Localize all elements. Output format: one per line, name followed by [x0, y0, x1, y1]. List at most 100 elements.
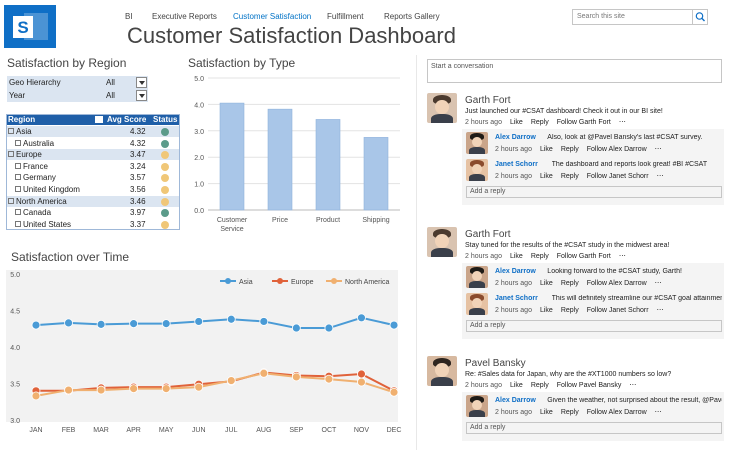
data-point[interactable]: [357, 313, 366, 323]
data-point[interactable]: [226, 314, 236, 324]
avatar[interactable]: [466, 293, 488, 315]
region-label[interactable]: United States: [15, 220, 71, 229]
add-reply-input[interactable]: Add a reply: [466, 320, 722, 332]
data-point[interactable]: [357, 369, 366, 379]
region-label[interactable]: Europe: [8, 150, 42, 159]
post-author[interactable]: Garth Fort: [465, 95, 511, 106]
expand-icon[interactable]: [15, 186, 21, 192]
follow-link[interactable]: Follow Garth Fort: [556, 253, 611, 260]
reply-link[interactable]: Reply: [530, 119, 549, 126]
data-point[interactable]: [259, 317, 269, 326]
region-label[interactable]: North America: [8, 197, 67, 206]
data-point[interactable]: [389, 320, 399, 330]
nav-item-reports-gallery[interactable]: Reports Gallery: [384, 12, 440, 21]
reply-link[interactable]: Reply: [560, 307, 579, 314]
reply-link[interactable]: Reply: [560, 146, 579, 153]
region-label[interactable]: Asia: [8, 127, 32, 136]
avatar[interactable]: [466, 266, 488, 288]
reply-link[interactable]: Reply: [530, 253, 549, 260]
data-point[interactable]: [194, 317, 204, 326]
data-point[interactable]: [259, 368, 269, 378]
avatar[interactable]: [427, 93, 457, 123]
region-label[interactable]: Canada: [15, 208, 51, 217]
reply-link[interactable]: Reply: [560, 409, 579, 416]
reply-author[interactable]: Alex Darrow: [495, 397, 536, 404]
avatar[interactable]: [427, 227, 457, 257]
post-author[interactable]: Garth Fort: [465, 229, 511, 240]
avatar[interactable]: [466, 159, 488, 181]
nav-item-fulfillment[interactable]: Fulfillment: [327, 12, 364, 21]
add-reply-input[interactable]: Add a reply: [466, 422, 722, 434]
region-label[interactable]: Australia: [15, 139, 54, 148]
region-label[interactable]: France: [15, 162, 48, 171]
reply-author[interactable]: Alex Darrow: [495, 268, 536, 275]
data-point[interactable]: [64, 318, 73, 328]
follow-link[interactable]: Follow Alex Darrow: [586, 280, 647, 287]
like-link[interactable]: Like: [539, 307, 553, 314]
reply-author[interactable]: Janet Schorr: [495, 161, 538, 168]
post-author[interactable]: Pavel Bansky: [465, 358, 526, 369]
expand-icon[interactable]: [15, 162, 21, 169]
more-options-icon[interactable]: ⋯: [618, 119, 626, 126]
data-point[interactable]: [31, 391, 41, 401]
like-link[interactable]: Like: [539, 280, 553, 287]
data-point[interactable]: [357, 377, 366, 387]
more-options-icon[interactable]: ⋯: [656, 173, 664, 180]
reply-author[interactable]: Janet Schorr: [495, 295, 538, 302]
reply-link[interactable]: Reply: [530, 382, 549, 389]
data-point[interactable]: [226, 376, 236, 385]
like-link[interactable]: Like: [509, 382, 523, 389]
region-label[interactable]: United Kingdom: [15, 185, 80, 194]
avatar[interactable]: [466, 132, 488, 154]
data-point[interactable]: [64, 385, 73, 395]
more-options-icon[interactable]: ⋯: [656, 307, 664, 314]
search-button[interactable]: [692, 10, 707, 24]
expand-icon[interactable]: [15, 139, 21, 146]
bar[interactable]: [219, 102, 245, 211]
reply-link[interactable]: Reply: [560, 280, 579, 287]
data-point[interactable]: [129, 319, 139, 329]
start-conversation-input[interactable]: Start a conversation: [427, 59, 722, 83]
follow-link[interactable]: Follow Janet Schorr: [586, 173, 649, 180]
collapse-icon[interactable]: [8, 151, 14, 158]
nav-item-customer-satisfaction[interactable]: Customer Satisfaction: [233, 12, 312, 21]
filter-dropdown-button[interactable]: [136, 90, 147, 101]
avatar[interactable]: [466, 395, 488, 417]
collapse-icon[interactable]: [8, 128, 14, 134]
sharepoint-logo[interactable]: S: [4, 5, 56, 48]
expand-icon[interactable]: [15, 209, 21, 216]
data-point[interactable]: [96, 385, 106, 395]
nav-item-bi[interactable]: BI: [125, 12, 133, 21]
data-point[interactable]: [389, 387, 399, 397]
follow-link[interactable]: Follow Alex Darrow: [586, 409, 647, 416]
more-options-icon[interactable]: ⋯: [654, 280, 662, 287]
data-point[interactable]: [324, 323, 334, 333]
filter-icon[interactable]: [95, 116, 103, 123]
more-options-icon[interactable]: ⋯: [654, 146, 662, 153]
data-point[interactable]: [291, 372, 301, 382]
like-link[interactable]: Like: [539, 173, 553, 180]
bar[interactable]: [315, 119, 341, 211]
column-header-region[interactable]: Region: [8, 115, 36, 124]
column-header-status[interactable]: Status: [153, 115, 178, 124]
avatar[interactable]: [427, 356, 457, 386]
follow-link[interactable]: Follow Alex Darrow: [586, 146, 647, 153]
reply-link[interactable]: Reply: [560, 173, 579, 180]
bar[interactable]: [363, 137, 389, 211]
more-options-icon[interactable]: ⋯: [654, 409, 662, 416]
expand-icon[interactable]: [15, 174, 21, 181]
more-options-icon[interactable]: ⋯: [629, 382, 637, 389]
data-point[interactable]: [194, 382, 204, 392]
data-point[interactable]: [31, 320, 41, 330]
like-link[interactable]: Like: [539, 146, 553, 153]
search-input[interactable]: Search this site: [577, 13, 625, 20]
column-header-avg-score[interactable]: Avg Score: [107, 115, 147, 124]
filter-dropdown-button[interactable]: [136, 77, 147, 88]
nav-item-executive-reports[interactable]: Executive Reports: [152, 12, 217, 21]
data-point[interactable]: [161, 384, 171, 394]
reply-author[interactable]: Alex Darrow: [495, 134, 536, 141]
data-point[interactable]: [324, 374, 334, 384]
data-point[interactable]: [161, 319, 171, 329]
data-point[interactable]: [129, 384, 139, 394]
like-link[interactable]: Like: [539, 409, 553, 416]
